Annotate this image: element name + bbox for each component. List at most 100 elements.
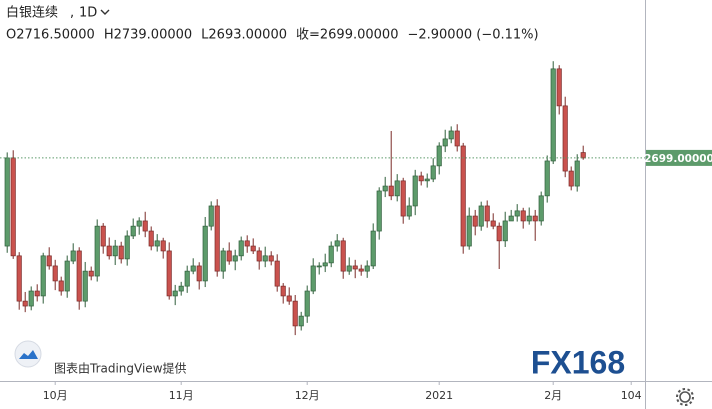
candle-body	[214, 205, 220, 272]
attribution-icon[interactable]	[14, 340, 42, 368]
watermark: FX168	[531, 344, 625, 380]
candle-body	[454, 130, 460, 147]
comma: ,	[70, 6, 74, 21]
candle-body	[232, 255, 238, 262]
candle-body	[112, 245, 118, 257]
candle-body	[238, 240, 244, 257]
candle-body	[154, 240, 160, 247]
candle-body	[316, 265, 322, 268]
x-tick-label: 2021	[425, 389, 453, 402]
candle-body	[256, 250, 262, 262]
candle-body	[442, 138, 448, 147]
candle-body	[286, 295, 292, 302]
attribution-text[interactable]: 图表由TradingView提供	[54, 361, 187, 376]
candle-body	[10, 157, 16, 257]
candle-body	[220, 250, 226, 272]
candle-body	[304, 290, 310, 317]
candle-body	[424, 178, 430, 182]
interval[interactable]: 1D	[79, 6, 97, 21]
candle-body	[178, 285, 184, 292]
candle-body	[574, 160, 580, 187]
gear-teeth	[676, 388, 694, 406]
ohlc-label: L2693.00000	[201, 28, 287, 43]
candle-body	[28, 290, 34, 307]
candle-body	[334, 240, 340, 247]
candle-body	[412, 175, 418, 207]
x-tick-label: 104	[621, 389, 642, 402]
candle-body	[172, 290, 178, 297]
candle-body	[562, 105, 568, 172]
candle-body	[292, 300, 298, 327]
candle-body	[262, 255, 268, 262]
candle-body	[118, 245, 124, 260]
candle-body	[130, 225, 136, 237]
candle-body	[484, 205, 490, 222]
candle-body	[580, 152, 586, 159]
candle-body	[58, 280, 64, 292]
candle-body	[472, 215, 478, 227]
candle-body	[406, 205, 412, 217]
candle-body	[160, 240, 166, 252]
candle-body	[274, 260, 280, 287]
candle-body	[322, 262, 328, 267]
candle-body	[82, 270, 88, 302]
candle-body	[310, 265, 316, 292]
candle-body	[538, 195, 544, 222]
candle-body	[508, 215, 514, 222]
x-tick-label: 2月	[544, 389, 562, 402]
candle-body	[436, 145, 442, 167]
candle-body	[16, 255, 22, 302]
candle-body	[40, 255, 46, 297]
candle-body	[250, 245, 256, 252]
candle-body	[394, 180, 400, 197]
gear[interactable]	[679, 391, 691, 403]
candle-body	[448, 130, 454, 140]
candle-body	[106, 245, 112, 257]
candle-body	[244, 240, 250, 247]
candle-body	[22, 300, 28, 307]
candle-body	[196, 265, 202, 282]
candle-body	[226, 250, 232, 262]
candle-body	[34, 290, 40, 297]
candle-body	[268, 255, 274, 262]
candle-body	[358, 268, 364, 272]
ohlc-label: O2716.50000	[6, 28, 95, 43]
candle-body	[142, 220, 148, 232]
candle-body	[466, 215, 472, 247]
candle-body	[376, 190, 382, 232]
x-tick-label: 12月	[295, 389, 320, 402]
candle-body	[352, 265, 358, 270]
candle-body	[100, 225, 106, 247]
attribution-icon-shape	[19, 350, 38, 359]
candle-body	[490, 220, 496, 227]
last-price-badge	[646, 149, 712, 166]
candle-body	[136, 220, 142, 227]
candle-body	[460, 145, 466, 247]
candle-body	[520, 210, 526, 222]
candle-body	[478, 205, 484, 227]
candle-body	[70, 250, 76, 262]
candle-body	[76, 250, 82, 302]
candle-body	[532, 215, 538, 222]
candle-body	[364, 265, 370, 272]
interval-chevron[interactable]	[100, 9, 110, 15]
candle-body	[340, 240, 346, 272]
candle-body	[166, 250, 172, 297]
candle-body	[94, 225, 100, 277]
candle-body	[4, 157, 10, 247]
settings-icon[interactable]	[676, 388, 694, 406]
candle-body	[550, 68, 556, 162]
last-price-label: 2699.00000	[644, 153, 712, 165]
candle-body	[526, 215, 532, 222]
candle-body	[496, 225, 502, 242]
candle-body	[514, 210, 520, 217]
candle-body	[544, 160, 550, 197]
symbol[interactable]: 白银连续	[6, 5, 58, 21]
attribution[interactable]: 图表由TradingView提供	[14, 340, 187, 376]
candle-body	[370, 230, 376, 267]
candle-body	[382, 185, 388, 192]
candle-body	[190, 265, 196, 272]
